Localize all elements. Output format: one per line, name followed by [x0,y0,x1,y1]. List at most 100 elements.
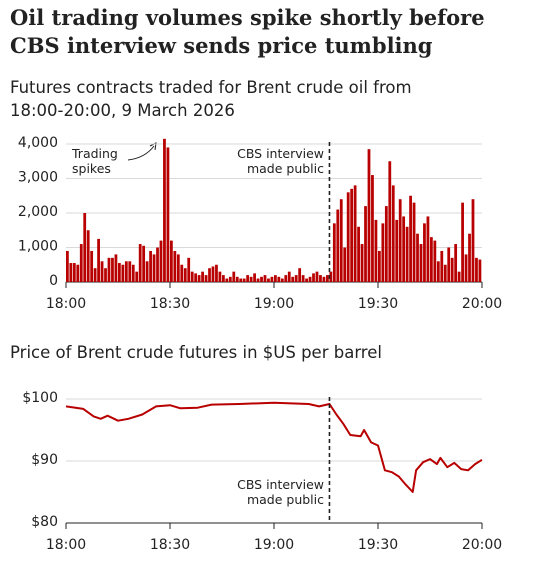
bar [228,276,232,282]
annotation: CBS interview made public [237,146,324,176]
bar [402,216,406,282]
bar [332,223,336,282]
x-tick-label: 18:30 [150,537,190,553]
bar [76,264,80,282]
y-tick-label: 4,000 [18,135,58,151]
bar [350,188,354,282]
bar [90,250,94,282]
bar [235,276,239,282]
bar [440,250,444,282]
bar [201,271,204,282]
bar [187,257,191,282]
bar [270,276,274,282]
bar [97,238,100,282]
bar [409,195,412,282]
bar [211,266,215,282]
bar [111,257,114,282]
bar [246,275,250,282]
bar [72,263,76,282]
bar [194,273,198,282]
x-tick-label: 19:00 [254,296,294,312]
bar [128,261,132,282]
bar [197,275,201,282]
bar [319,275,322,282]
bar [291,276,295,282]
bar [360,244,364,282]
bar [346,192,350,282]
bar [416,233,419,282]
bar [277,276,281,282]
bar [222,275,225,282]
bar [357,226,360,282]
x-tick-label: 19:00 [254,537,294,553]
bar [339,199,343,282]
bar [145,261,149,282]
bar [326,275,329,282]
bar [170,240,173,282]
bar [426,216,430,282]
bar [142,245,146,282]
bar [478,259,482,282]
bar [79,244,83,282]
x-tick-label: 18:30 [150,296,190,312]
bar [180,264,184,282]
subtitle: Futures contracts traded for Brent crude… [10,78,412,120]
annotation-arrow [127,145,155,161]
annotation: Trading spikes [72,146,118,176]
bar [419,244,423,282]
bar [149,250,152,282]
bar [443,264,447,282]
bar [464,254,468,282]
bar [121,264,125,282]
bar [430,237,433,282]
bar [114,254,118,282]
bar [329,271,333,282]
bar [100,261,104,282]
bar [471,199,475,282]
bar [93,268,97,282]
bar [423,223,426,282]
bar [391,185,395,282]
x-tick-label: 19:30 [358,296,398,312]
bar [436,261,440,282]
bar [284,275,288,282]
bar [280,278,284,282]
bar [308,276,312,282]
bar [312,273,315,282]
bar [468,233,471,282]
bar [457,271,461,282]
bar [336,209,340,282]
bar [450,257,454,282]
bar [353,185,357,282]
bar [124,261,128,282]
price-line [65,401,483,493]
bar [218,271,222,282]
y-tick-label: $90 [31,452,58,468]
bar [475,257,478,282]
bar [176,254,180,282]
bar [69,263,73,282]
annotation: CBS interview made public [237,477,324,507]
bar [395,219,399,282]
bar [398,199,402,282]
bar [433,240,437,282]
x-tick-label: 18:00 [46,296,86,312]
bar [287,271,291,282]
bar [374,219,378,282]
bar [298,268,302,282]
bar [260,276,263,282]
bar [118,263,121,282]
y-tick-label: 0 [49,273,58,289]
bar [208,268,211,282]
bar [305,278,308,282]
bar [232,271,236,282]
bar [405,226,409,282]
bar [343,247,347,282]
annotation-arrowhead [149,142,157,151]
bar [107,257,111,282]
bar [378,250,381,282]
bar [104,268,107,282]
subtitle: Price of Brent crude futures in $US per … [10,343,382,362]
